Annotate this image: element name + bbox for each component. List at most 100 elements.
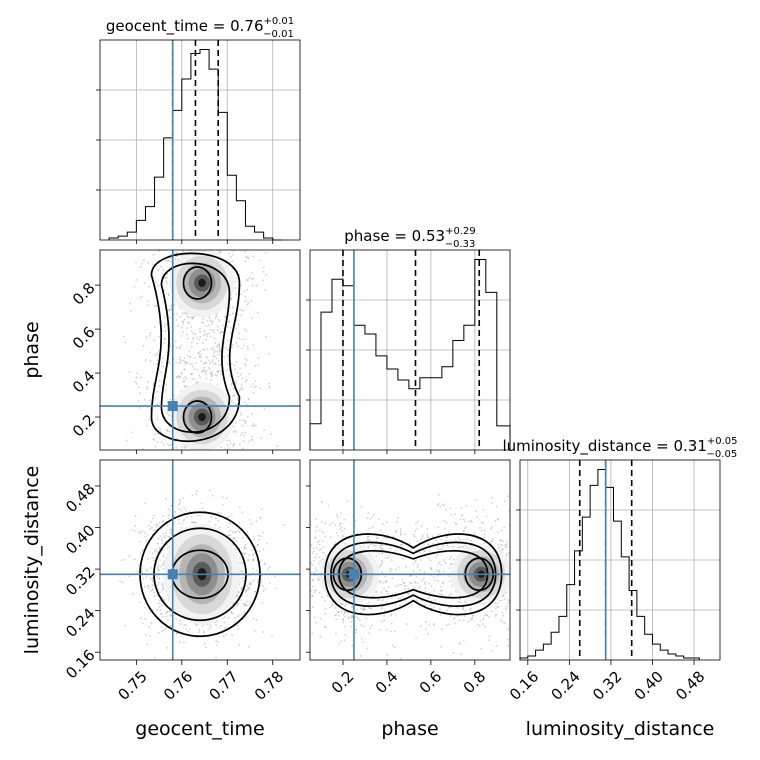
scatter-point [242, 419, 244, 422]
scatter-point [165, 383, 168, 386]
scatter-point [178, 641, 181, 643]
scatter-point [513, 508, 515, 510]
scatter-point [244, 590, 247, 593]
density-level [198, 412, 206, 422]
panel-frame [309, 459, 511, 661]
scatter-point [161, 521, 164, 523]
scatter-point [201, 241, 203, 243]
scatter-point [517, 582, 519, 584]
scatter-point [277, 586, 279, 588]
scatter-point [456, 607, 459, 609]
scatter-point [215, 357, 218, 360]
scatter-point [418, 551, 421, 554]
scatter-point [242, 447, 244, 450]
scatter-point [183, 385, 186, 388]
scatter-point [261, 602, 264, 604]
scatter-point [166, 464, 168, 466]
scatter-point [248, 603, 251, 606]
scatter-point [476, 623, 479, 626]
scatter-point [193, 356, 196, 359]
scatter-point [500, 529, 503, 532]
scatter-point [542, 538, 544, 540]
scatter-point [202, 318, 205, 321]
scatter-point [232, 444, 235, 446]
scatter-point [337, 611, 340, 614]
scatter-point [320, 501, 323, 504]
scatter-point [229, 442, 232, 445]
scatter-point [380, 548, 383, 551]
scatter-point [204, 333, 207, 336]
hist-panel-geocent_time: geocent_time = 0.76+0.01 −0.01 [96, 16, 301, 241]
scatter-point [166, 647, 168, 649]
x-tick-label: 0.8 [460, 668, 490, 698]
scatter-point [264, 251, 267, 254]
scatter-point [531, 561, 533, 563]
scatter-point [311, 606, 314, 609]
scatter-point [264, 540, 266, 542]
scatter-point [283, 600, 285, 602]
scatter-point [295, 600, 297, 602]
scatter-point [145, 244, 147, 246]
scatter-point [271, 634, 273, 637]
scatter-point [170, 625, 172, 628]
scatter-point [176, 346, 178, 349]
scatter-point [404, 585, 407, 588]
scatter-point [344, 633, 347, 636]
scatter-point [167, 536, 170, 538]
scatter-point [169, 614, 171, 617]
scatter-point [167, 451, 169, 453]
scatter-point [166, 411, 169, 414]
scatter-point [375, 555, 378, 558]
scatter-point [508, 552, 510, 554]
scatter-point [431, 535, 434, 538]
scatter-point [155, 594, 158, 596]
scatter-point [232, 227, 234, 229]
scatter-point [218, 347, 221, 350]
scatter-point [377, 552, 380, 554]
scatter-point [216, 245, 218, 247]
y-tick-label: 0.24 [62, 604, 98, 640]
scatter-point [149, 589, 152, 592]
scatter-point [520, 599, 522, 601]
scatter-point [389, 570, 392, 573]
scatter-point [457, 546, 460, 549]
scatter-point [283, 560, 285, 562]
scatter-point [397, 584, 400, 586]
scatter-point [229, 332, 232, 334]
scatter-point [521, 576, 523, 578]
scatter-point [396, 521, 399, 523]
scatter-point [254, 468, 256, 470]
scatter-point [380, 620, 383, 623]
scatter-point [181, 497, 184, 499]
scatter-point [516, 591, 518, 593]
scatter-point [242, 246, 244, 248]
scatter-point [220, 330, 223, 333]
scatter-point [185, 461, 187, 463]
scatter-point [151, 481, 153, 483]
scatter-point [227, 534, 229, 537]
scatter-point [191, 378, 194, 380]
scatter-point [169, 308, 172, 310]
scatter-point [380, 564, 382, 567]
scatter-point [533, 531, 535, 533]
scatter-point [342, 618, 344, 621]
scatter-point [159, 468, 161, 470]
scatter-point [343, 615, 346, 618]
scatter-point [235, 361, 238, 363]
scatter-point [232, 607, 235, 610]
scatter-point [165, 276, 168, 279]
scatter-point [511, 555, 513, 557]
scatter-point [251, 558, 254, 561]
scatter-point [194, 465, 196, 467]
scatter-point [244, 338, 246, 341]
scatter-point [227, 447, 230, 450]
scatter-point [201, 499, 203, 501]
scatter-point [461, 514, 464, 516]
scatter-point [201, 215, 203, 217]
scatter-point [455, 523, 458, 526]
scatter-point [395, 531, 398, 534]
scatter-point [170, 308, 173, 311]
x-tick-label: 0.24 [547, 668, 583, 704]
scatter-point [529, 527, 531, 529]
scatter-point [408, 542, 411, 545]
